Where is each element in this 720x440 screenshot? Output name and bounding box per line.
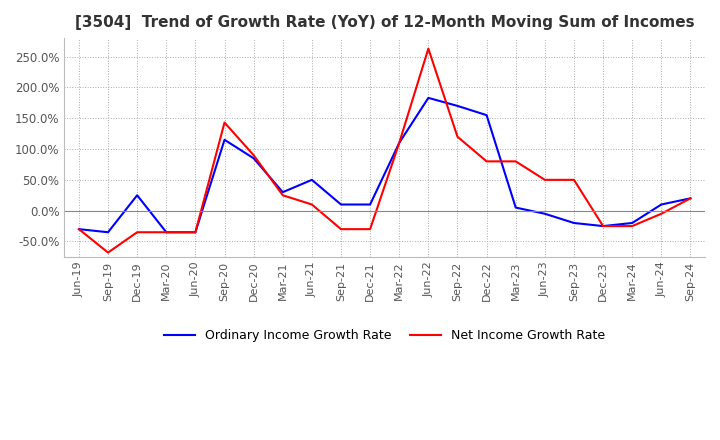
Ordinary Income Growth Rate [249, 156, 258, 161]
Line: Ordinary Income Growth Rate: Ordinary Income Growth Rate [79, 98, 690, 232]
Ordinary Income Growth Rate [162, 230, 171, 235]
Title: [3504]  Trend of Growth Rate (YoY) of 12-Month Moving Sum of Incomes: [3504] Trend of Growth Rate (YoY) of 12-… [75, 15, 695, 30]
Ordinary Income Growth Rate [628, 220, 636, 226]
Net Income Growth Rate [191, 230, 199, 235]
Net Income Growth Rate [453, 134, 462, 139]
Net Income Growth Rate [657, 211, 666, 216]
Legend: Ordinary Income Growth Rate, Net Income Growth Rate: Ordinary Income Growth Rate, Net Income … [158, 324, 611, 348]
Line: Net Income Growth Rate: Net Income Growth Rate [79, 48, 690, 253]
Ordinary Income Growth Rate [337, 202, 346, 207]
Net Income Growth Rate [424, 46, 433, 51]
Ordinary Income Growth Rate [395, 140, 404, 146]
Net Income Growth Rate [511, 159, 520, 164]
Net Income Growth Rate [220, 120, 229, 125]
Net Income Growth Rate [75, 227, 84, 232]
Ordinary Income Growth Rate [133, 193, 142, 198]
Ordinary Income Growth Rate [424, 95, 433, 100]
Ordinary Income Growth Rate [599, 224, 608, 229]
Ordinary Income Growth Rate [541, 211, 549, 216]
Ordinary Income Growth Rate [75, 227, 84, 232]
Ordinary Income Growth Rate [657, 202, 666, 207]
Net Income Growth Rate [570, 177, 578, 183]
Net Income Growth Rate [366, 227, 374, 232]
Net Income Growth Rate [599, 224, 608, 229]
Ordinary Income Growth Rate [570, 220, 578, 226]
Net Income Growth Rate [686, 196, 695, 201]
Net Income Growth Rate [541, 177, 549, 183]
Net Income Growth Rate [307, 202, 316, 207]
Net Income Growth Rate [628, 224, 636, 229]
Ordinary Income Growth Rate [191, 230, 199, 235]
Net Income Growth Rate [162, 230, 171, 235]
Ordinary Income Growth Rate [511, 205, 520, 210]
Ordinary Income Growth Rate [366, 202, 374, 207]
Ordinary Income Growth Rate [482, 113, 491, 118]
Net Income Growth Rate [249, 153, 258, 158]
Ordinary Income Growth Rate [104, 230, 112, 235]
Ordinary Income Growth Rate [220, 137, 229, 143]
Net Income Growth Rate [395, 140, 404, 146]
Net Income Growth Rate [482, 159, 491, 164]
Ordinary Income Growth Rate [307, 177, 316, 183]
Net Income Growth Rate [279, 193, 287, 198]
Ordinary Income Growth Rate [686, 196, 695, 201]
Net Income Growth Rate [104, 250, 112, 255]
Ordinary Income Growth Rate [453, 103, 462, 109]
Ordinary Income Growth Rate [279, 190, 287, 195]
Net Income Growth Rate [337, 227, 346, 232]
Net Income Growth Rate [133, 230, 142, 235]
